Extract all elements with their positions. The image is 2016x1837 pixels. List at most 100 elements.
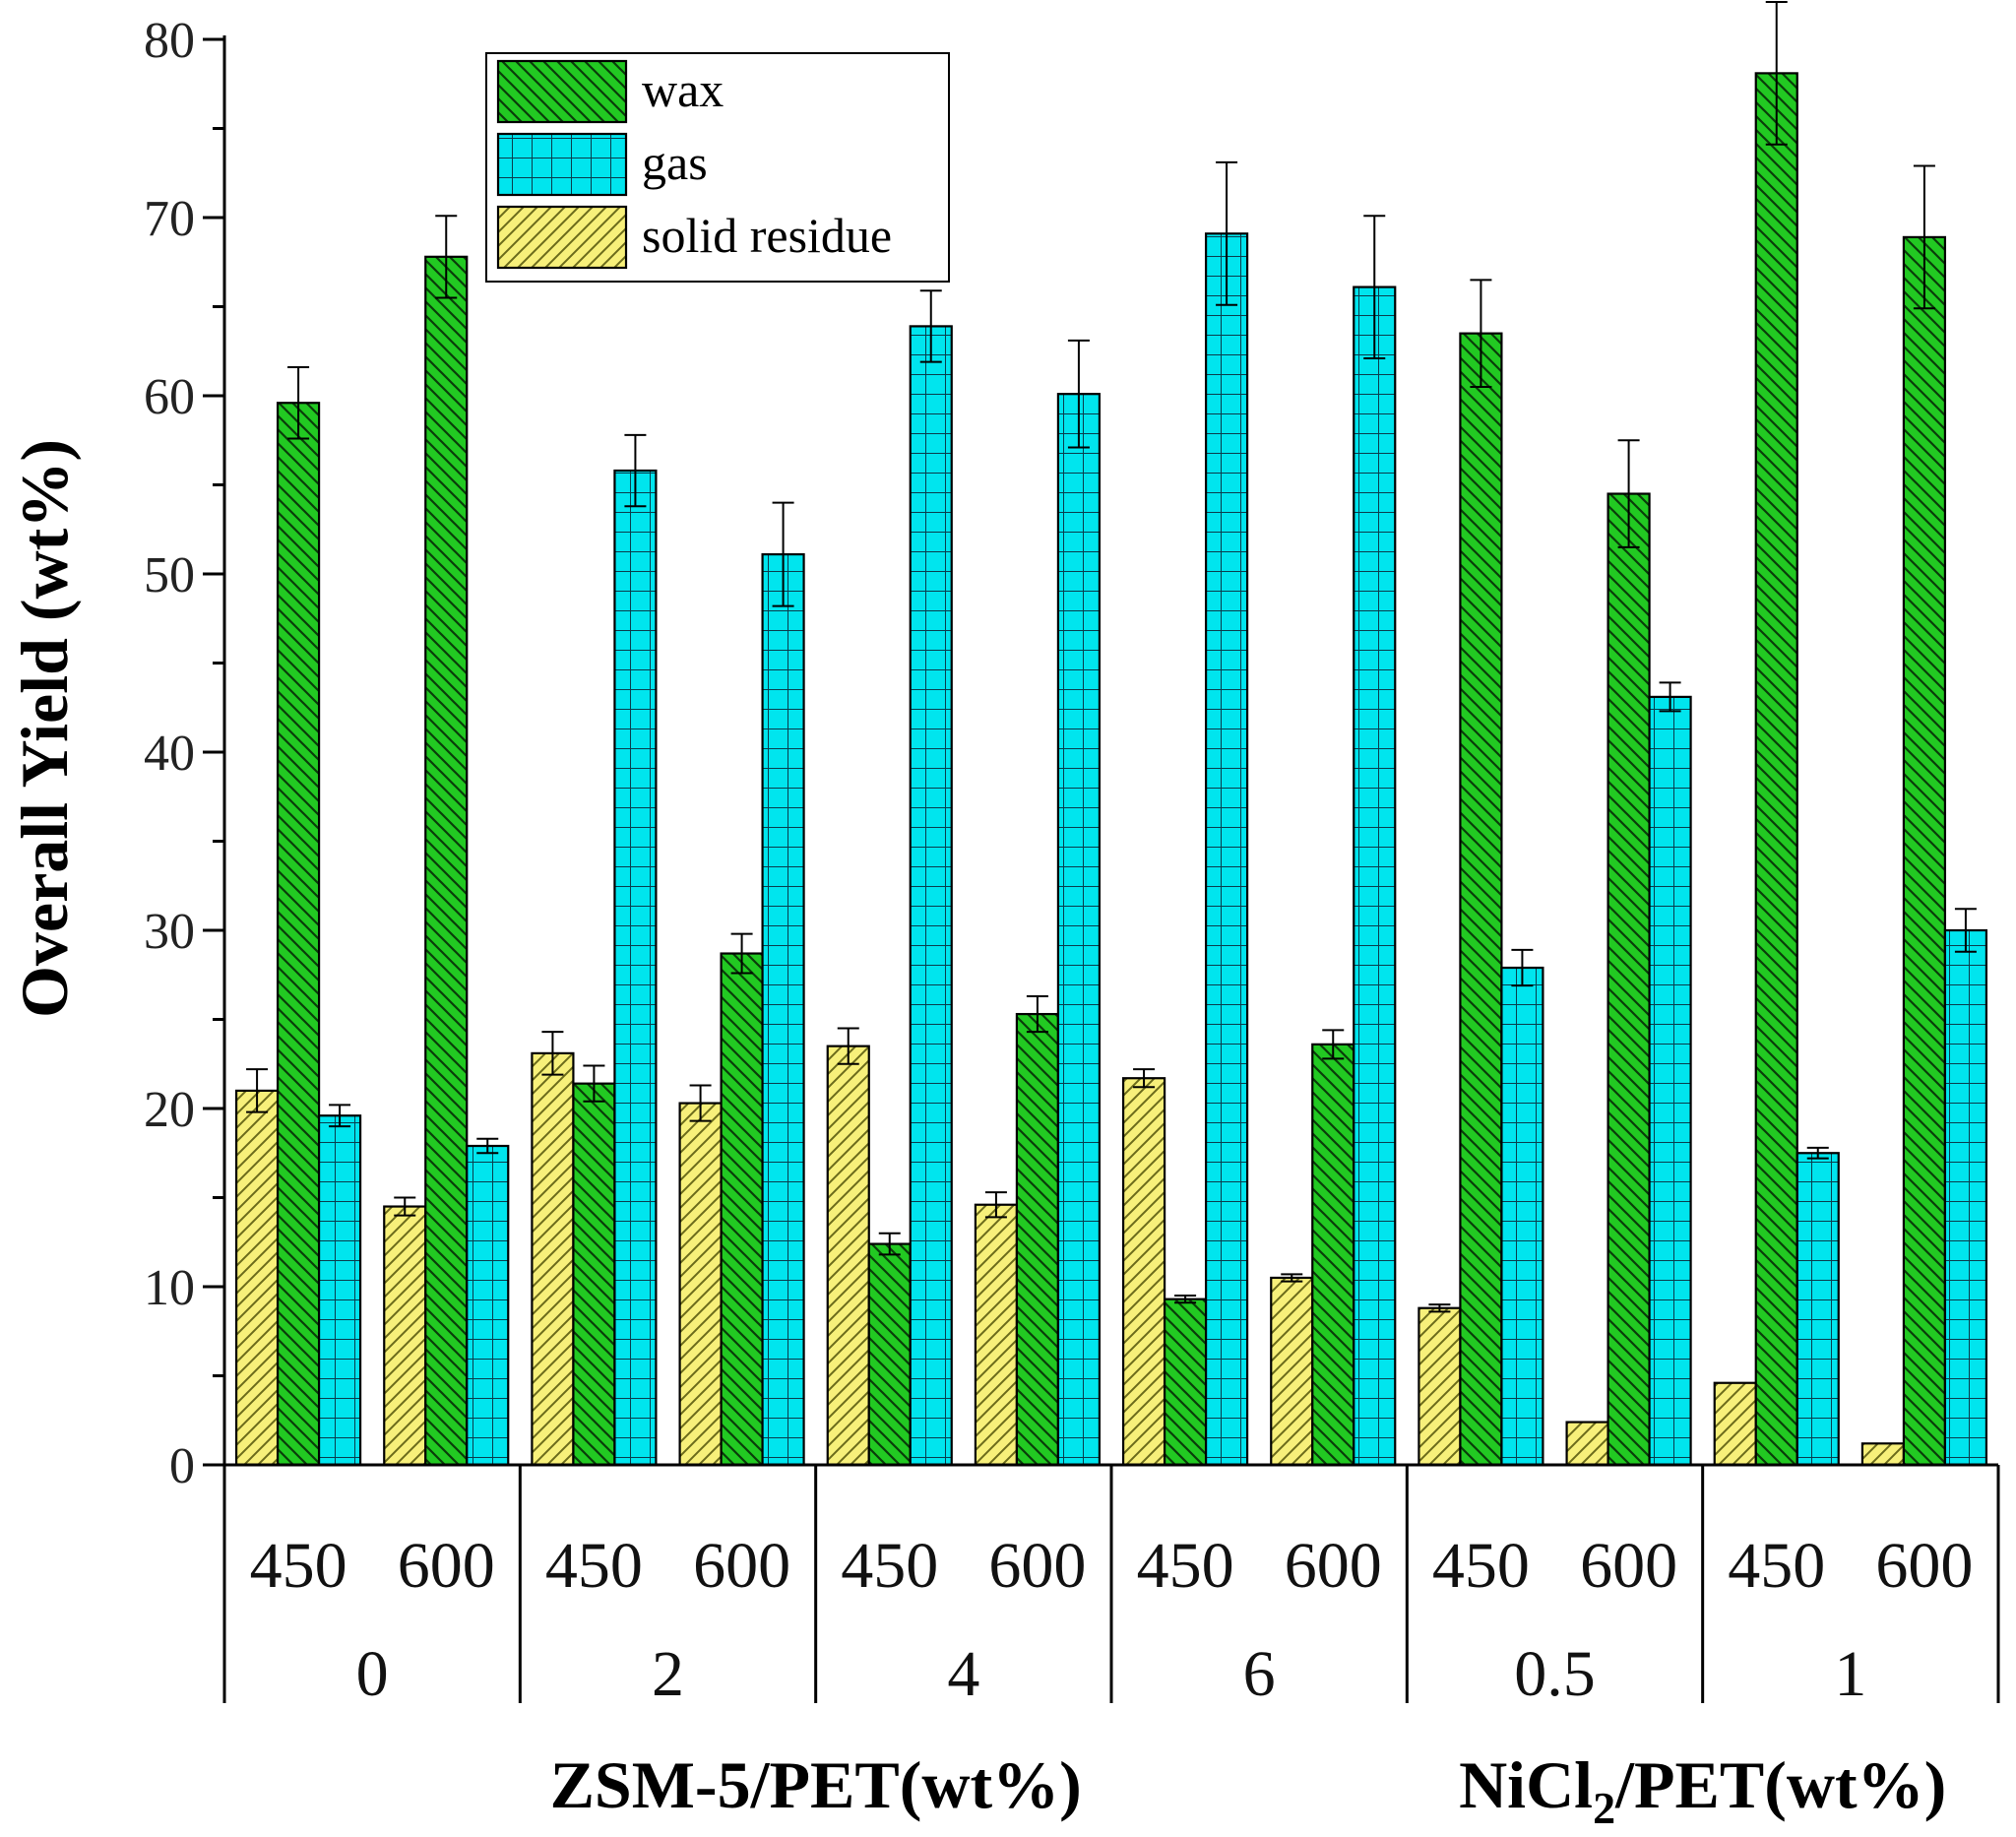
- bar-wax-0-450: [276, 402, 321, 1467]
- legend-label-wax: wax: [642, 62, 724, 117]
- error-bar-gas-0-450: [329, 1104, 351, 1128]
- bar-gas-0.5-600: [1648, 695, 1692, 1467]
- error-bar-gas-4-600: [1067, 339, 1090, 449]
- error-bar-wax-6-450: [1174, 1295, 1197, 1304]
- y-tick-label: 0: [169, 1438, 195, 1494]
- axes-layer: [203, 35, 2000, 1703]
- y-axis-title: Overall Yield (wt%): [7, 439, 82, 1018]
- error-bar-solid-residue-0-450: [246, 1068, 269, 1113]
- error-bar-wax-1-450: [1765, 0, 1788, 146]
- bar-gas-6-600: [1353, 285, 1397, 1467]
- bar-solid-residue-2-450: [531, 1051, 575, 1467]
- error-bar-solid-residue-6-600: [1281, 1273, 1303, 1283]
- bar-solid-residue-1-600: [1860, 1442, 1906, 1467]
- error-bar-gas-6-450: [1216, 160, 1238, 306]
- bar-wax-1-600: [1902, 235, 1947, 1467]
- legend-swatch-gas: [496, 132, 628, 197]
- y-tick-label: 50: [144, 547, 195, 603]
- temperature-label: 450: [545, 1530, 643, 1602]
- y-tick-label: 20: [144, 1082, 195, 1138]
- error-bar-solid-residue-2-450: [541, 1031, 564, 1076]
- group-label: 0.5: [1514, 1638, 1596, 1710]
- temperature-label: 600: [988, 1530, 1086, 1602]
- temperature-label: 450: [1137, 1530, 1234, 1602]
- bar-solid-residue-6-450: [1121, 1077, 1166, 1467]
- bar-wax-0.5-450: [1459, 332, 1503, 1467]
- error-bar-gas-6-600: [1363, 215, 1386, 359]
- error-bar-wax-2-450: [583, 1064, 605, 1103]
- temperature-label: 600: [693, 1530, 790, 1602]
- bar-wax-6-450: [1163, 1298, 1208, 1467]
- temperature-label: 450: [841, 1530, 938, 1602]
- group-label: 4: [947, 1638, 979, 1710]
- group-axis-title: ZSM-5/PET(wt%): [550, 1747, 1082, 1822]
- y-tick-label: 60: [144, 369, 195, 425]
- bar-gas-4-600: [1056, 393, 1102, 1467]
- legend: wax gas solid residue: [485, 52, 950, 283]
- error-bar-solid-residue-2-600: [689, 1084, 712, 1122]
- bar-wax-4-450: [867, 1242, 912, 1467]
- error-bars-layer: [246, 0, 1977, 1313]
- error-bar-solid-residue-0.5-450: [1428, 1303, 1451, 1313]
- temperature-label: 600: [1285, 1530, 1382, 1602]
- legend-swatch-wax: [496, 59, 628, 124]
- temperature-label: 450: [1432, 1530, 1530, 1602]
- bar-gas-2-450: [613, 469, 658, 1467]
- bar-solid-residue-0-450: [234, 1089, 280, 1467]
- error-bar-wax-2-600: [730, 932, 753, 975]
- temperature-label: 450: [1728, 1530, 1825, 1602]
- legend-label-solid-residue: solid residue: [642, 208, 892, 263]
- bar-gas-1-600: [1943, 928, 1988, 1467]
- bar-gas-2-600: [761, 552, 805, 1467]
- error-bar-wax-1-600: [1913, 164, 1935, 310]
- bar-gas-4-450: [909, 325, 953, 1467]
- error-bar-solid-residue-6-450: [1133, 1068, 1156, 1089]
- y-tick-label: 80: [144, 13, 195, 69]
- temperature-label: 600: [1875, 1530, 1973, 1602]
- bar-wax-2-450: [572, 1082, 616, 1467]
- error-bar-wax-6-600: [1322, 1029, 1345, 1060]
- error-bar-wax-4-450: [878, 1232, 901, 1256]
- error-bar-wax-0.5-600: [1617, 439, 1640, 548]
- bar-gas-0-450: [317, 1114, 362, 1467]
- bar-wax-6-600: [1311, 1043, 1355, 1467]
- legend-label-gas: gas: [642, 135, 708, 190]
- y-tick-label: 70: [144, 191, 195, 247]
- error-bar-gas-0.5-450: [1511, 948, 1534, 987]
- bar-solid-residue-6-600: [1270, 1276, 1314, 1467]
- legend-swatch-solid-residue: [496, 205, 628, 270]
- error-bar-wax-4-600: [1026, 994, 1048, 1034]
- bar-wax-2-600: [720, 952, 764, 1467]
- bar-solid-residue-0.5-600: [1565, 1421, 1609, 1467]
- error-bar-wax-0.5-450: [1470, 279, 1492, 388]
- error-bar-gas-0.5-600: [1659, 681, 1681, 713]
- temperature-label: 600: [1580, 1530, 1677, 1602]
- group-label: 2: [652, 1638, 684, 1710]
- error-bar-solid-residue-0-600: [394, 1196, 416, 1217]
- bar-gas-0.5-450: [1500, 966, 1544, 1467]
- bar-wax-4-600: [1015, 1012, 1060, 1467]
- error-bar-gas-1-600: [1954, 908, 1977, 953]
- y-tick-label: 30: [144, 904, 195, 960]
- y-tick-label: 40: [144, 726, 195, 782]
- temperature-label: 450: [250, 1530, 347, 1602]
- error-bar-solid-residue-4-600: [984, 1191, 1007, 1219]
- error-bar-gas-2-450: [624, 433, 647, 508]
- bar-gas-0-600: [466, 1144, 510, 1467]
- error-bar-gas-4-450: [919, 289, 942, 363]
- error-bar-gas-1-450: [1806, 1146, 1829, 1160]
- bar-solid-residue-4-450: [826, 1045, 870, 1467]
- bar-gas-6-450: [1204, 232, 1249, 1467]
- error-bar-gas-2-600: [772, 501, 794, 607]
- error-bar-wax-0-600: [435, 215, 458, 299]
- group-label: 1: [1834, 1638, 1866, 1710]
- bar-wax-0.5-600: [1606, 492, 1651, 1467]
- bar-solid-residue-4-600: [974, 1203, 1019, 1467]
- group-label: 0: [356, 1638, 389, 1710]
- bar-solid-residue-0-600: [383, 1205, 427, 1467]
- group-label: 6: [1243, 1638, 1276, 1710]
- error-bar-gas-0-600: [476, 1137, 499, 1155]
- temperature-label: 600: [398, 1530, 495, 1602]
